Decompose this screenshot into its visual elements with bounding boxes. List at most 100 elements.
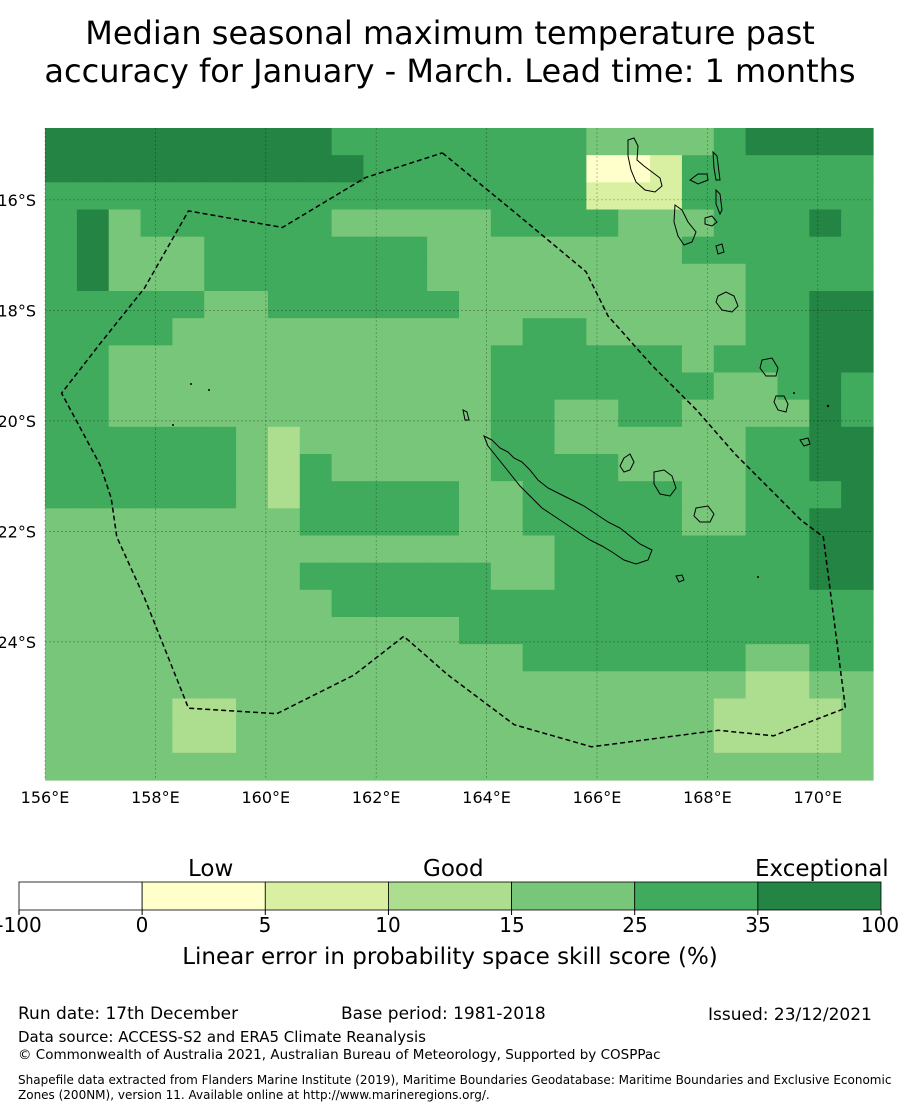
grid-cell [745, 182, 779, 211]
grid-cell [236, 155, 269, 183]
grid-cell [331, 236, 365, 265]
grid-cell [522, 752, 556, 781]
grid-cell [172, 182, 205, 211]
grid-cell [299, 399, 333, 428]
grid-cell [236, 589, 269, 618]
grid-cell [841, 671, 874, 700]
colorbar [18, 881, 882, 915]
grid-cell [841, 752, 874, 781]
grid-cell [267, 128, 301, 156]
grid-cell [395, 399, 428, 428]
grid-cell [204, 617, 237, 645]
x-tick-label: 166°E [573, 788, 622, 807]
colorbar-heading-good: Good [423, 856, 484, 882]
grid-cell [554, 562, 587, 591]
title-line-2: accuracy for January - March. Lead time:… [44, 52, 856, 90]
grid-cell [586, 644, 619, 672]
grid-cell [777, 209, 810, 238]
grid-cell [681, 345, 715, 374]
grid-cell [76, 617, 110, 645]
grid-cell [650, 291, 683, 319]
grid-cell [713, 209, 747, 238]
grid-cell [331, 698, 365, 727]
grid-cell [777, 399, 810, 428]
grid-cell [204, 318, 237, 346]
grid-cell [681, 725, 715, 754]
grid-cell [745, 155, 779, 183]
grid-cell [681, 128, 715, 156]
grid-cell [777, 426, 810, 455]
grid-cell [650, 698, 683, 727]
grid-cell [204, 155, 237, 183]
grid-cell [331, 508, 365, 537]
grid-cell [459, 263, 492, 292]
grid-cell [140, 589, 173, 618]
grid-cell [745, 671, 779, 700]
grid-cell [459, 617, 492, 645]
grid-cell [809, 535, 842, 564]
grid-cell [331, 345, 365, 374]
grid-cell [299, 725, 333, 754]
grid-cell [140, 399, 173, 428]
grid-cell [172, 671, 205, 700]
grid-cell [331, 128, 365, 156]
grid-cell [681, 399, 715, 428]
grid-cell [713, 263, 747, 292]
grid-cell [172, 155, 205, 183]
island-grande-terre [483, 434, 653, 565]
grid-cell [459, 698, 492, 727]
grid-cell [331, 155, 365, 183]
grid-cell [45, 644, 78, 672]
grid-cell [809, 725, 842, 754]
grid-cell [713, 671, 747, 700]
grid-cell [490, 236, 524, 265]
grid-cell [681, 671, 715, 700]
grid-cell [841, 128, 874, 156]
grid-cell [267, 291, 301, 319]
grid-cell [586, 562, 619, 591]
grid-cell [841, 644, 874, 672]
grid-cell [586, 698, 619, 727]
island-espiritu-santo [627, 137, 663, 193]
base-period: Base period: 1981-2018 [341, 1004, 546, 1024]
grid-cell [395, 182, 428, 211]
island-ambrym [704, 215, 718, 227]
grid-cell [777, 562, 810, 591]
colorbar-segment [264, 881, 389, 911]
grid-cell [554, 128, 587, 156]
grid-cell [427, 671, 460, 700]
grid-cell [522, 182, 556, 211]
grid-cell [108, 345, 142, 374]
grid-cell [618, 372, 651, 401]
grid-cell [236, 508, 269, 537]
grid-cell [713, 481, 747, 509]
grid-cell [809, 182, 842, 211]
grid-cell [299, 155, 333, 183]
x-axis-ticks: 156°E 158°E 160°E 162°E 164°E 166°E 168°E 170°E [21, 788, 842, 807]
grid-cell [363, 752, 396, 781]
grid-cell [777, 291, 810, 319]
grid-cell [45, 182, 78, 211]
grid-cell [45, 508, 78, 537]
grid-cell [45, 589, 78, 618]
colorbar-segment [388, 881, 512, 911]
grid-cell [140, 644, 173, 672]
grid-cell [681, 263, 715, 292]
grid-cell [395, 481, 428, 509]
grid-cell [459, 291, 492, 319]
grid-cell [363, 399, 396, 428]
eez-boundary [60, 152, 847, 748]
grid-cell [841, 481, 874, 509]
grid-cell [108, 155, 142, 183]
grid-cell [299, 318, 333, 346]
grid-cell [554, 589, 587, 618]
grid-cell [650, 155, 683, 183]
island-maewo [712, 150, 721, 181]
grid-cell [267, 345, 301, 374]
grid-cell [841, 698, 874, 727]
grid-cell [681, 481, 715, 509]
grid-cell [490, 155, 524, 183]
grid-cell [45, 263, 78, 292]
grid-cell [554, 644, 587, 672]
grid-cell [713, 644, 747, 672]
